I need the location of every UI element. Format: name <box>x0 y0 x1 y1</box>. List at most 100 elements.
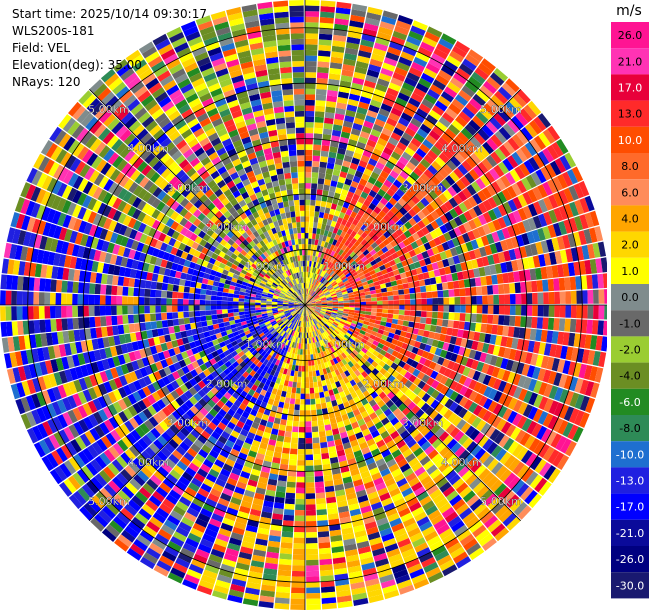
radar-gate <box>401 151 412 161</box>
radar-gate <box>320 298 327 301</box>
radar-gate <box>342 183 351 191</box>
radar-gate <box>445 351 453 360</box>
radar-gate <box>307 277 310 284</box>
radar-gate <box>330 220 337 228</box>
radar-gate <box>318 217 324 224</box>
radar-gate <box>401 277 408 284</box>
radar-gate <box>443 297 450 305</box>
radar-gate <box>402 82 415 93</box>
radar-gate <box>516 415 528 429</box>
radar-gate <box>301 371 305 378</box>
radar-gate <box>298 437 305 444</box>
radar-gate <box>525 174 537 189</box>
radar-gate <box>339 136 349 145</box>
radar-gate <box>160 298 167 305</box>
radar-gate <box>310 272 314 279</box>
radar-gate <box>447 281 454 290</box>
radar-gate <box>354 327 361 333</box>
radar-gate <box>366 109 378 119</box>
radar-gate <box>404 310 411 316</box>
radar-gate <box>454 383 464 394</box>
radar-gate <box>365 74 378 84</box>
radar-gate <box>371 301 378 305</box>
radar-gate <box>305 343 308 350</box>
radar-gate <box>342 225 349 233</box>
radar-gate <box>283 442 291 449</box>
radar-gate <box>395 160 406 170</box>
radar-gate <box>307 295 311 301</box>
radar-gate <box>318 314 324 318</box>
radar-gate <box>557 420 569 435</box>
radar-gate <box>122 305 128 315</box>
radar-gate <box>469 98 483 111</box>
radar-gate <box>549 344 557 357</box>
radar-gate <box>508 249 517 261</box>
radar-gate <box>537 113 551 128</box>
radar-gate <box>315 481 325 488</box>
radar-gate <box>274 597 290 604</box>
radar-gate <box>505 337 514 348</box>
radar-gate <box>478 383 488 395</box>
radar-gate <box>574 394 585 410</box>
radar-gate <box>382 238 390 246</box>
radar-gate <box>595 335 603 351</box>
radar-gate <box>313 133 323 140</box>
radar-gate <box>292 426 299 433</box>
radar-gate <box>463 388 473 399</box>
radar-gate <box>387 313 394 319</box>
radar-gate <box>342 259 348 266</box>
radar-gate <box>348 309 355 313</box>
radar-gate <box>354 265 361 272</box>
radar-gate <box>285 425 293 432</box>
radar-gate <box>331 296 338 300</box>
radar-gate <box>522 191 533 205</box>
radar-gate <box>183 317 190 325</box>
radar-gate <box>260 307 267 310</box>
radar-gate <box>371 184 380 194</box>
radar-gate <box>426 305 433 312</box>
radar-gate <box>430 220 440 230</box>
radar-gate <box>509 315 516 327</box>
radar-gate <box>358 332 365 338</box>
radar-gate <box>526 293 533 305</box>
radar-gate <box>305 127 314 134</box>
radar-gate <box>315 398 321 405</box>
radar-gate <box>423 169 434 179</box>
radar-gate <box>568 217 578 233</box>
radar-gate <box>390 36 406 46</box>
radar-gate <box>326 307 333 310</box>
radar-gate <box>323 317 329 322</box>
radar-gate <box>428 361 437 370</box>
radar-gate <box>409 287 416 294</box>
radar-gate <box>526 365 536 378</box>
radar-gate <box>320 264 325 271</box>
radar-gate <box>374 180 383 189</box>
radar-gate <box>305 399 311 405</box>
radar-gate <box>335 204 343 212</box>
radar-gate <box>433 332 441 341</box>
radar-gate <box>307 294 310 300</box>
radar-gate <box>285 391 292 399</box>
radar-gate <box>381 205 390 214</box>
radar-gate <box>409 352 417 360</box>
radar-gate <box>377 78 390 88</box>
radar-gate <box>501 82 516 97</box>
radar-gate <box>512 373 522 386</box>
radar-gate <box>344 323 351 328</box>
radar-gate <box>127 305 134 315</box>
radar-gate <box>434 347 443 357</box>
radar-gate <box>329 279 336 284</box>
radar-gate <box>502 382 513 395</box>
radar-gate <box>315 233 320 240</box>
radar-gate <box>83 305 89 317</box>
radar-gate <box>305 83 316 89</box>
radar-gate <box>316 256 321 263</box>
radar-gate <box>425 232 434 242</box>
radar-gate <box>315 268 319 274</box>
radar-gate <box>412 152 423 163</box>
radar-gate <box>507 371 516 384</box>
radar-gate <box>590 382 600 398</box>
radar-gate <box>333 29 348 37</box>
radar-gate <box>315 307 322 311</box>
radar-gate <box>468 49 484 62</box>
